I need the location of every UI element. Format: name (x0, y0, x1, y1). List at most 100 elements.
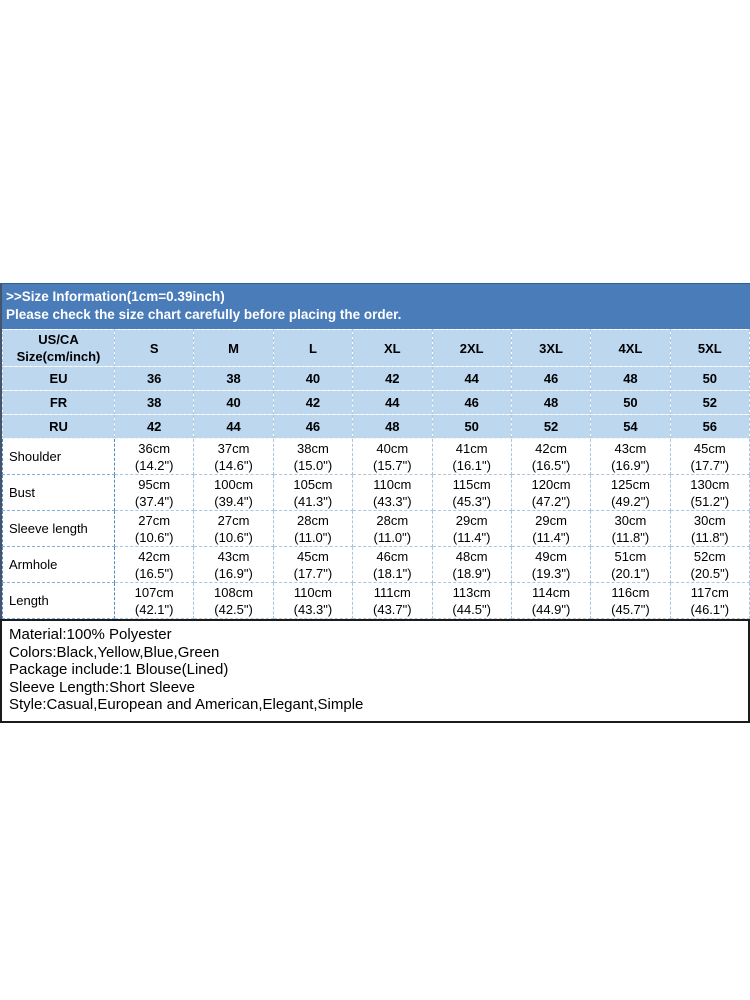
size-cell: 44 (352, 390, 433, 415)
measure-cell: 107cm (42.1") (113, 582, 195, 619)
measure-row-length: Length 107cm (42.1") 108cm (42.5") 110cm (4… (2, 582, 750, 619)
size-cell: 46 (272, 414, 354, 439)
measure-cell: 48cm (18.9") (431, 546, 512, 583)
col-header-s: S (113, 329, 195, 367)
col-header-m: M (193, 329, 274, 367)
size-cell: 38 (113, 390, 195, 415)
col-header-3xl: 3XL (510, 329, 592, 367)
measure-row-bust: Bust 95cm (37.4") 100cm (39.4") 105cm (41.3… (2, 474, 750, 511)
measure-cell: 27cm (10.6") (193, 510, 274, 547)
measure-row-shoulder: Shoulder 36cm (14.2") 37cm (14.6") 38cm (15… (2, 438, 750, 475)
size-cell: 52 (669, 390, 750, 415)
row-label-armhole: Armhole (2, 546, 115, 583)
measure-cell: 41cm (16.1") (431, 438, 512, 475)
measure-cell: 36cm (14.2") (113, 438, 195, 475)
measure-cell: 49cm (19.3") (510, 546, 592, 583)
size-info-banner: >>Size Information(1cm=0.39inch) Please … (2, 283, 750, 329)
col-header-xl: XL (352, 329, 433, 367)
size-cell: 48 (510, 390, 592, 415)
measure-cell: 46cm (18.1") (352, 546, 433, 583)
size-cell: 44 (431, 366, 512, 391)
measure-cell: 37cm (14.6") (193, 438, 274, 475)
measure-cell: 45cm (17.7") (669, 438, 750, 475)
measure-cell: 42cm (16.5") (510, 438, 592, 475)
size-cell: 50 (669, 366, 750, 391)
size-cell: 42 (113, 414, 195, 439)
measure-cell: 30cm (11.8") (669, 510, 750, 547)
size-cell: 46 (510, 366, 592, 391)
header-row: US/CA Size(cm/inch) S M L XL 2XL 3XL 4XL… (2, 329, 750, 367)
measure-cell: 29cm (11.4") (431, 510, 512, 547)
col-header-l: L (272, 329, 354, 367)
size-cell: 40 (193, 390, 274, 415)
size-chart-table: US/CA Size(cm/inch) S M L XL 2XL 3XL 4XL… (2, 329, 750, 619)
col-header-5xl: 5XL (669, 329, 750, 367)
measure-cell: 105cm (41.3") (272, 474, 354, 511)
measure-cell: 27cm (10.6") (113, 510, 195, 547)
top-whitespace (0, 0, 750, 283)
row-label-length: Length (2, 582, 115, 619)
corner-line2: Size(cm/inch) (16, 349, 101, 364)
row-label-ru: RU (2, 414, 115, 439)
corner-line1: US/CA (38, 332, 79, 347)
measure-cell: 38cm (15.0") (272, 438, 354, 475)
row-label-bust: Bust (2, 474, 115, 511)
banner-subtitle: Please check the size chart carefully be… (6, 307, 402, 322)
corner-cell: US/CA Size(cm/inch) (2, 329, 115, 367)
measure-cell: 110cm (43.3") (352, 474, 433, 511)
size-cell: 56 (669, 414, 750, 439)
size-cell: 42 (272, 390, 354, 415)
measure-cell: 51cm (20.1") (590, 546, 671, 583)
detail-package: Package include:1 Blouse(Lined) (9, 661, 229, 679)
measure-row-sleeve-length: Sleeve length 27cm (10.6") 27cm (10.6") 28… (2, 510, 750, 547)
size-cell: 48 (590, 366, 671, 391)
detail-style: Style:Casual,European and American,Elega… (9, 696, 364, 714)
measure-cell: 130cm (51.2") (669, 474, 750, 511)
measure-cell: 43cm (16.9") (590, 438, 671, 475)
measure-cell: 113cm (44.5") (431, 582, 512, 619)
size-cell: 44 (193, 414, 274, 439)
size-cell: 46 (431, 390, 512, 415)
product-details-box: Material:100% Polyester Colors:Black,Yel… (0, 619, 750, 723)
measure-row-armhole: Armhole 42cm (16.5") 43cm (16.9") 45cm (17.… (2, 546, 750, 583)
measure-cell: 117cm (46.1") (669, 582, 750, 619)
detail-sleeve-length: Sleeve Length:Short Sleeve (9, 678, 195, 696)
col-header-4xl: 4XL (590, 329, 671, 367)
region-row-fr: FR 38 40 42 44 46 48 50 52 (2, 390, 750, 415)
measure-cell: 52cm (20.5") (669, 546, 750, 583)
size-cell: 52 (510, 414, 592, 439)
size-cell: 54 (590, 414, 671, 439)
detail-colors: Colors:Black,Yellow,Blue,Green (9, 643, 220, 661)
banner-title: >>Size Information(1cm=0.39inch) (6, 289, 225, 304)
measure-cell: 114cm (44.9") (510, 582, 592, 619)
size-cell: 40 (272, 366, 354, 391)
detail-material: Material:100% Polyester (9, 626, 172, 643)
col-header-2xl: 2XL (431, 329, 512, 367)
measure-cell: 28cm (11.0") (272, 510, 354, 547)
measure-cell: 42cm (16.5") (113, 546, 195, 583)
size-chart-block: >>Size Information(1cm=0.39inch) Please … (0, 283, 750, 619)
measure-cell: 29cm (11.4") (510, 510, 592, 547)
row-label-sleeve-length: Sleeve length (2, 510, 115, 547)
measure-cell: 40cm (15.7") (352, 438, 433, 475)
measure-cell: 95cm (37.4") (113, 474, 195, 511)
measure-cell: 120cm (47.2") (510, 474, 592, 511)
size-cell: 50 (590, 390, 671, 415)
region-row-eu: EU 36 38 40 42 44 46 48 50 (2, 366, 750, 391)
measure-cell: 45cm (17.7") (272, 546, 354, 583)
measure-cell: 116cm (45.7") (590, 582, 671, 619)
measure-cell: 100cm (39.4") (193, 474, 274, 511)
row-label-shoulder: Shoulder (2, 438, 115, 475)
measure-cell: 111cm (43.7") (352, 582, 433, 619)
size-cell: 38 (193, 366, 274, 391)
measure-cell: 28cm (11.0") (352, 510, 433, 547)
measure-cell: 43cm (16.9") (193, 546, 274, 583)
row-label-fr: FR (2, 390, 115, 415)
size-cell: 50 (431, 414, 512, 439)
region-row-ru: RU 42 44 46 48 50 52 54 56 (2, 414, 750, 439)
measure-cell: 108cm (42.5") (193, 582, 274, 619)
size-cell: 42 (352, 366, 433, 391)
size-cell: 48 (352, 414, 433, 439)
measure-cell: 30cm (11.8") (590, 510, 671, 547)
row-label-eu: EU (2, 366, 115, 391)
